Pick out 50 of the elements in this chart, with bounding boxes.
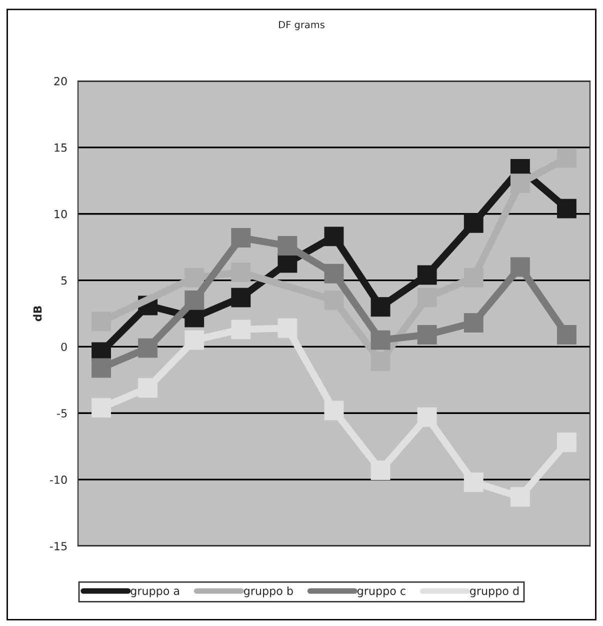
point [184, 290, 204, 310]
point [92, 358, 111, 378]
legend-label: gruppo a [130, 588, 180, 598]
point [510, 174, 530, 194]
y-tick-label: 10 [54, 210, 67, 218]
point [278, 318, 298, 338]
point [417, 407, 437, 427]
point [510, 257, 530, 277]
chart-title: DF grams [279, 21, 324, 30]
point [464, 213, 484, 233]
point [464, 313, 484, 333]
point [370, 330, 390, 350]
point [417, 288, 437, 308]
point [231, 228, 251, 248]
point [324, 400, 344, 420]
y-tick-label: -5 [57, 409, 67, 418]
y-tick-label: -10 [50, 476, 67, 484]
point [557, 325, 576, 344]
point [370, 460, 390, 480]
y-tick-label: 5 [61, 276, 67, 285]
point [138, 378, 158, 398]
point [324, 264, 344, 284]
legend-label: gruppo b [244, 586, 293, 598]
point [510, 487, 530, 507]
y-axis-title: dB [33, 306, 42, 322]
y-tick-label: 15 [54, 144, 67, 152]
point [324, 226, 344, 246]
point [231, 288, 251, 308]
y-tick-label: 20 [54, 76, 67, 86]
point [417, 325, 437, 344]
point [370, 352, 390, 372]
point [231, 320, 251, 340]
y-tick-label: 0 [61, 342, 67, 352]
point [324, 290, 344, 310]
point [138, 338, 158, 358]
point [184, 268, 204, 288]
point [557, 148, 576, 168]
point [417, 265, 437, 285]
point [370, 297, 390, 317]
y-tick-label: -15 [50, 542, 67, 550]
legend-label: gruppo d [470, 586, 519, 598]
point [231, 262, 251, 282]
legend-label: gruppo c [357, 588, 406, 598]
point [557, 198, 576, 218]
point [184, 330, 204, 350]
point [557, 432, 576, 452]
point [278, 236, 298, 256]
point [464, 472, 484, 492]
point [92, 398, 111, 418]
point [464, 268, 484, 288]
